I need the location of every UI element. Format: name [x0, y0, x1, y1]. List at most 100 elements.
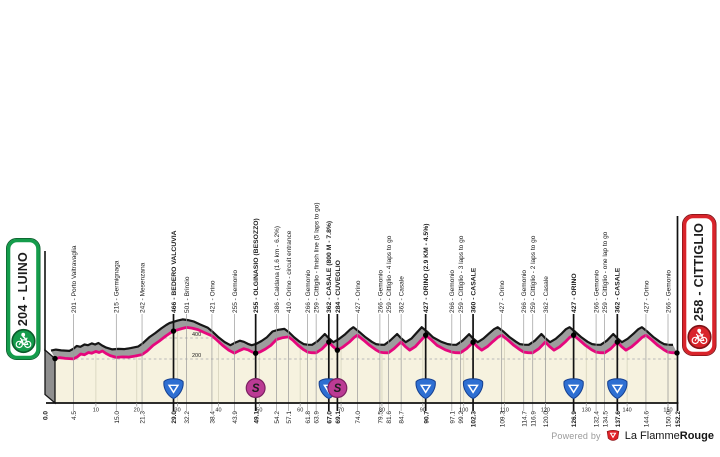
waypoint-label: 427 - Orino [499, 280, 506, 313]
waypoint-label: 362 - CASALE (800 M - 7.8%) [326, 221, 333, 313]
kom-icon-inner-triangle [170, 386, 177, 391]
km-tick-label: 0.0 [42, 411, 49, 420]
brand-name-regular: La Flamme [624, 430, 680, 442]
decade-label: 90 [420, 408, 426, 414]
kom-icon-inner-triangle [469, 386, 477, 391]
kom-icon-inner-triangle [570, 386, 577, 391]
start-box-label: 204 - LUINO [16, 252, 30, 326]
waypoint-label: 427 - Orino [643, 280, 650, 313]
waypoint-label: 259 - Cittiglio - finish line (5 laps to… [314, 202, 321, 313]
km-tick-label: 15.0 [114, 411, 121, 424]
waypoint-label: 362 - Casale [543, 276, 550, 313]
km-tick-label: 109.3 [499, 411, 506, 428]
decade-label: 10 [93, 408, 99, 414]
sprint-icon-letter: S [334, 383, 342, 395]
waypoint-label: 266 - Gemonio [377, 270, 384, 313]
decade-label: 30 [175, 408, 181, 414]
km-tick-label: 137.6 [615, 411, 622, 428]
km-tick-label: 29.0 [171, 411, 178, 424]
waypoint-dot [252, 350, 259, 356]
waypoint-label: 421 - Orino [209, 280, 216, 313]
waypoint-label: 255 - Gemonio [232, 270, 239, 313]
kom-icon [563, 378, 584, 400]
km-tick-label: 67.0 [326, 411, 333, 424]
kom-icon [462, 378, 484, 400]
waypoint-dot [470, 339, 476, 345]
km-tick-label: 97.1 [449, 411, 456, 424]
waypoint-label: 215 - Germignaga [114, 260, 121, 313]
waypoint-label: 259 - Cittiglio - one lap to go [602, 231, 609, 313]
waypoint-label: 266 - Gemonio [449, 270, 456, 313]
waypoint-label: 362 - CASALE [615, 267, 622, 313]
elevation-gridline-label: 200 [192, 353, 201, 359]
waypoint-dot [170, 328, 177, 334]
km-tick-label: 99.2 [458, 411, 465, 424]
finish-rider-icon [687, 324, 712, 350]
km-tick-label: 74.0 [355, 411, 362, 424]
km-tick-label: 38.4 [210, 411, 217, 424]
km-tick-label: 126.9 [571, 411, 578, 428]
waypoint-label: 259 - Cittiglio - 3 laps to go [458, 235, 465, 313]
kom-icon-inner-triangle [422, 386, 429, 391]
km-tick-label: 84.7 [399, 411, 406, 424]
elevation-gridline-label: 400 [192, 332, 201, 338]
decade-label: 150 [663, 408, 672, 414]
waypoint-label: 466 - BEDERO VALCUVIA [171, 230, 178, 313]
km-tick-label: 150.0 [666, 411, 673, 428]
decade-label: 140 [623, 408, 632, 414]
decade-label: 60 [297, 408, 303, 414]
waypoint-label: 360 - CASALE [470, 267, 477, 313]
decade-label: 40 [215, 408, 221, 414]
decade-label: 120 [541, 408, 550, 414]
waypoint-label: 427 - ORINO [571, 273, 578, 313]
start-dot [52, 355, 58, 362]
footer: Powered by La FlammeRouge [551, 429, 714, 443]
waypoint-label: 362 - Casale [399, 276, 406, 313]
waypoint-label: 266 - Gemonio [665, 270, 672, 313]
kom-icon [163, 378, 184, 400]
finish-box-label: 258 - CITTIGLIO [692, 223, 706, 321]
kom-icon-inner-triangle [614, 386, 621, 391]
flamme-rouge-logo-icon [606, 430, 619, 441]
waypoint-label: 242 - Mesenzana [139, 262, 146, 313]
decade-label: 110 [500, 408, 509, 414]
sprint-icon-letter: S [252, 383, 260, 395]
sprint-icon-circle [327, 378, 348, 398]
waypoint-dot [570, 332, 577, 338]
waypoint-label: 266 - Gemonio [305, 270, 312, 313]
km-tick-label: 116.9 [530, 411, 537, 427]
kom-icon [415, 378, 436, 400]
km-tick-label: 49.1 [253, 411, 260, 424]
waypoint-label: 201 - Porto Valtravaglia [71, 245, 78, 313]
finish-box: 258 - CITTIGLIO [682, 214, 717, 356]
sprint-icon-circle [245, 378, 266, 398]
waypoint-label: 259 - Cittiglio - 2 laps to go [530, 235, 537, 313]
waypoint-label: 259 - Cittiglio - 4 laps to go [386, 235, 393, 313]
km-tick-label: 69.1 [335, 411, 342, 424]
sprint-icon: S [245, 378, 266, 398]
brand-name: La FlammeRouge [625, 430, 714, 442]
km-tick-label: 57.1 [286, 411, 293, 424]
km-tick-label: 43.9 [232, 411, 239, 424]
km-tick-label: 63.9 [314, 411, 321, 424]
km-tick-label: 32.2 [184, 411, 191, 424]
km-tick-label: 4.5 [71, 411, 78, 420]
decade-label: 100 [459, 408, 468, 414]
km-tick-label: 54.2 [274, 411, 281, 424]
km-tick-label: 132.4 [594, 411, 601, 428]
decade-label: 80 [379, 408, 385, 414]
waypoint-label: 266 - Gemonio [521, 270, 528, 313]
decade-label: 130 [582, 408, 591, 414]
waypoint-label: 410 - Orino - circuit entrance [286, 230, 293, 313]
km-tick-label: 81.6 [386, 411, 393, 424]
km-tick-label: 144.6 [644, 411, 651, 428]
km-tick-label: 114.7 [521, 411, 528, 427]
powered-by-label: Powered by [551, 431, 601, 441]
terrain-outline [50, 318, 674, 352]
brand-name-bold: Rouge [679, 430, 714, 442]
decade-label: 50 [256, 408, 262, 414]
decade-label: 20 [134, 408, 140, 414]
waypoint-label: 284 - CUVEGLIO [335, 260, 342, 313]
